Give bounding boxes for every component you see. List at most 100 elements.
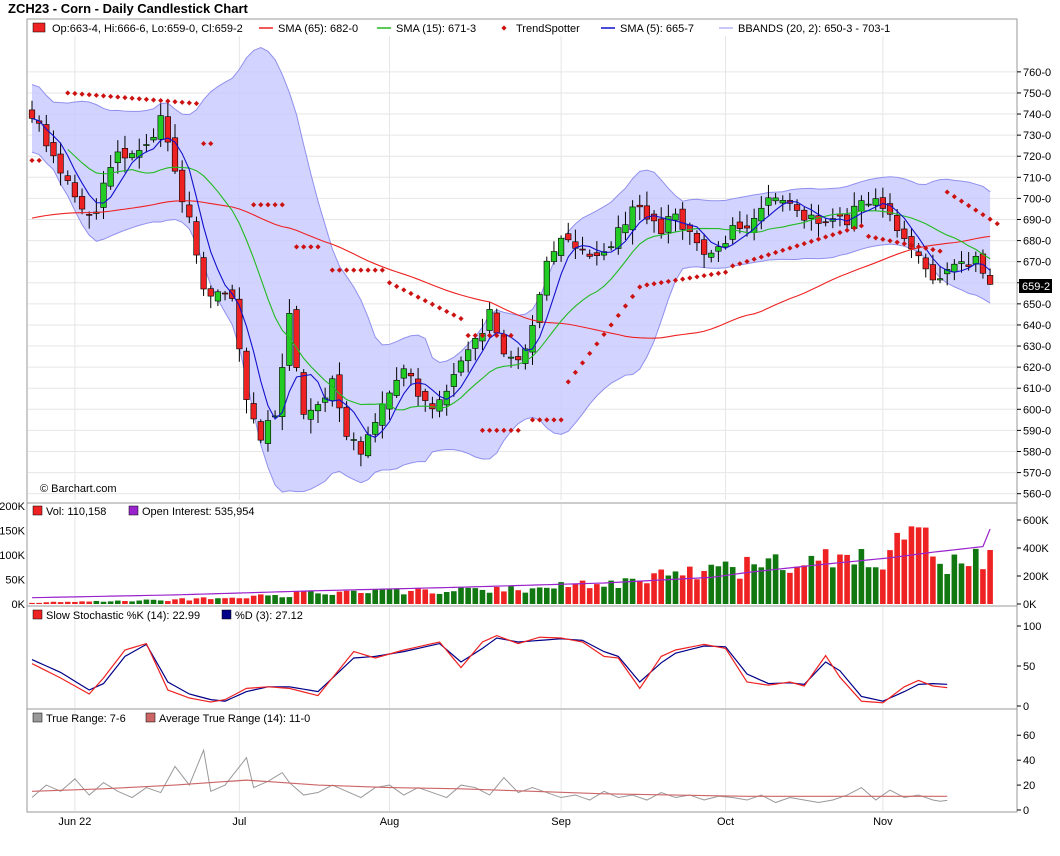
candle-body [793,204,801,211]
volume-bar [858,549,865,604]
trendspotter-dot [508,332,514,339]
volume-bar [29,602,35,604]
chart-title: ZCH23 - Corn - Daily Candlestick Chart [8,1,248,16]
trendspotter-dot [293,244,300,250]
volume-bar [243,598,250,604]
trendspotter-dot [787,245,793,251]
volume-bar [200,597,207,604]
trendspotter-dot [608,322,614,328]
trendspotter-dot [415,294,421,300]
trendspotter-dot [487,332,493,339]
candle-body [186,204,193,218]
candle-body [357,441,365,455]
candle-body [922,257,929,270]
trendspotter-dot [458,316,464,322]
volume-bar [179,598,185,604]
trendspotter-dot [644,282,650,288]
candle-body [414,378,422,397]
volume-bar [779,570,786,604]
volume-bar [315,593,321,604]
trendspotter-dot [344,267,350,273]
trendspotter-dot [487,427,493,433]
stoch-tick-label: 100 [1023,621,1041,633]
volume-bar [129,601,135,604]
trendspotter-dot [93,92,99,98]
volume-bar [93,600,100,604]
candle-body [64,175,71,181]
trendspotter-layer [29,90,1000,433]
volume-bar [901,539,908,604]
volume-bar [393,588,400,604]
legend-label: Vol: 110,158 [46,506,106,518]
candle-body [164,116,171,143]
trendspotter-dot [336,267,343,273]
candle-body [693,233,701,244]
candle-body [257,421,264,441]
legend-main-label: SMA (15): 671-3 [396,23,476,35]
candle-body [529,325,536,353]
volume-bar [236,598,243,604]
candle-body [608,246,615,249]
tr-tick-label: 20 [1023,780,1035,792]
candle-body [350,439,357,441]
volume-layer [29,526,993,604]
volume-bar [794,566,800,604]
volume-left-tick-label: 100K [0,550,26,562]
candle-body [779,200,786,204]
x-tick-label: Aug [380,816,400,828]
volume-bar [629,578,636,604]
trendspotter-dot [451,312,457,318]
volume-bar [636,580,643,604]
volume-bar [215,598,221,604]
volume-bar [365,593,371,604]
price-tick-label: 560-0 [1023,489,1051,501]
volume-bar [872,567,879,604]
trendspotter-dot [722,269,729,275]
candle-body [765,197,772,206]
candle-body [372,422,379,435]
volume-bar [493,586,500,604]
candle-body [472,338,479,349]
trendspotter-dot [165,98,171,104]
volume-right-tick-label: 400K [1023,543,1049,555]
trendspotter-dot [36,157,42,164]
candle-body [193,221,200,256]
sma15-line [67,149,991,411]
candle-body [214,291,222,302]
volume-bar [193,598,200,604]
trendspotter-dot [844,227,850,233]
trendspotter-dot [444,308,450,315]
candle-body [536,294,543,323]
candle-body [665,216,672,233]
volume-bar [722,561,729,604]
candle-body [736,221,743,229]
trendspotter-dot [436,305,443,311]
legend-swatch-dot [501,25,507,31]
price-tick-label: 690-0 [1023,214,1051,226]
candle-body [801,209,808,221]
volume-bar [701,570,707,604]
volume-bar [165,601,171,604]
volume-bar [479,589,486,604]
volume-bar [529,588,536,604]
volume-bar [172,599,178,604]
volume-bar [951,554,958,604]
trendspotter-dot [672,277,679,283]
tr-tick-label: 0 [1023,805,1029,817]
volume-bar [207,599,214,604]
trendspotter-dot [108,93,114,100]
trendspotter-dot [923,245,929,251]
candle-body [407,372,415,377]
candle-body [243,350,250,400]
volume-bar [922,527,929,604]
candle-body [465,349,472,362]
trendspotter-dot [65,90,71,96]
trendspotter-dot [858,223,864,229]
volume-bar [865,567,872,604]
trendspotter-dot [780,247,786,253]
trendspotter-dot [594,341,600,347]
candle-body [379,403,386,426]
legend-swatch [32,505,43,516]
volume-bar [86,601,92,604]
candle-body [493,312,500,334]
